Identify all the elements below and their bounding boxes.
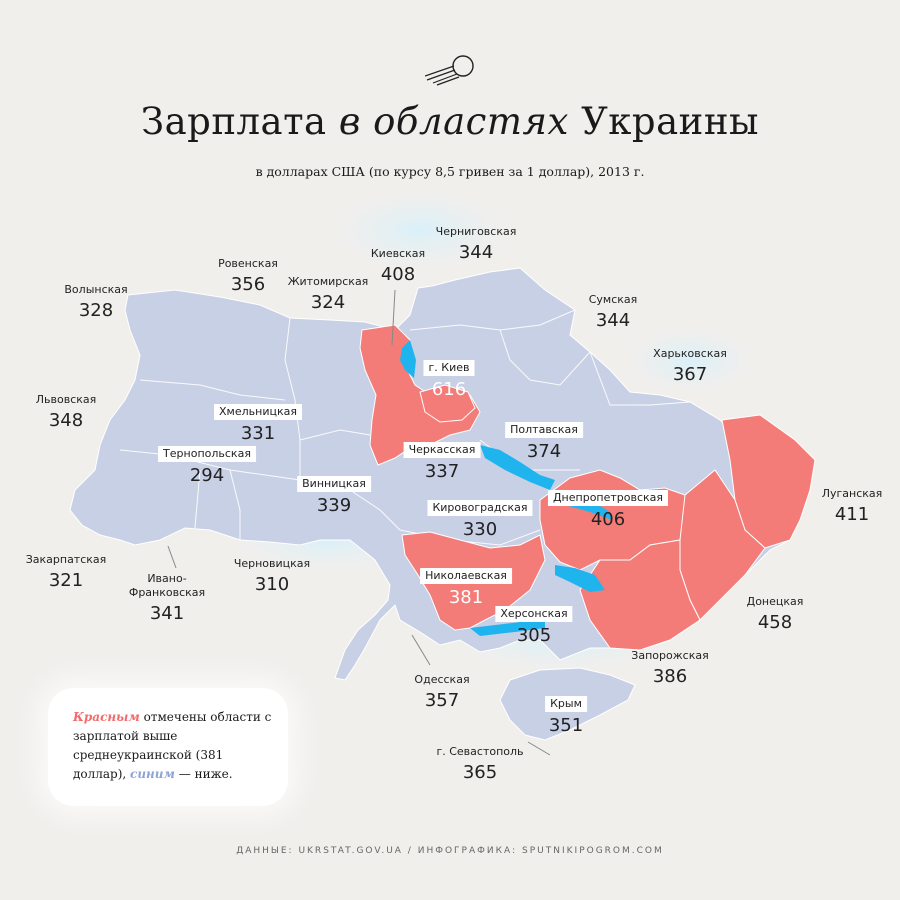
region-label-zakarpattia: Закарпатская 321 bbox=[25, 553, 107, 591]
region-label-kyiv-oblast: Киевская 408 bbox=[370, 247, 426, 285]
region-label-zhytomyr: Житомирская 324 bbox=[287, 275, 369, 313]
region-label-luhansk: Луганская 411 bbox=[821, 487, 883, 525]
page-title: Зарплата в областях Украины bbox=[141, 100, 759, 143]
region-label-rivne: Ровенская 356 bbox=[218, 257, 278, 295]
region-label-chernivtsi: Черновицкая 310 bbox=[233, 557, 311, 595]
legend-text: Красным отмечены области с зарплатой выш… bbox=[73, 710, 272, 781]
region-label-ivano-frankivsk: Ивано-Франковская 341 bbox=[128, 572, 206, 624]
region-label-donetsk: Донецкая 458 bbox=[746, 595, 804, 633]
region-label-poltava: Полтавская 374 bbox=[505, 418, 583, 463]
region-label-zaporizhzhia: Запорожская 386 bbox=[631, 649, 709, 687]
region-label-dnipropetrovsk: Днепропетровская 406 bbox=[547, 486, 669, 531]
region-label-cherkasy: Черкасская 337 bbox=[403, 438, 481, 483]
region-label-khmelnytskyi: Хмельницкая 331 bbox=[214, 400, 302, 445]
region-label-vinnytsia: Винницкая 339 bbox=[297, 472, 371, 517]
region-label-kirovohrad: Кировоградская 330 bbox=[427, 496, 533, 541]
region-label-kherson: Херсонская 305 bbox=[495, 602, 573, 647]
region-label-crimea: Крым 351 bbox=[545, 692, 587, 737]
region-label-odesa: Одесская 357 bbox=[414, 673, 470, 711]
region-luhansk bbox=[721, 414, 816, 549]
region-zaporizhzhia bbox=[579, 539, 701, 651]
legend-card: Красным отмечены области с зарплатой выш… bbox=[48, 688, 288, 806]
region-label-mykolaiv: Николаевская 381 bbox=[420, 564, 512, 609]
kakhovka-reservoir bbox=[555, 565, 605, 592]
kremenchuk-reservoir bbox=[480, 445, 555, 490]
region-label-kyiv-city: г. Киев 616 bbox=[423, 356, 475, 401]
region-label-lviv: Львовская 348 bbox=[35, 393, 97, 431]
footer-credits: ДАННЫЕ: UKRSTAT.GOV.UA / ИНФОГРАФИКА: SP… bbox=[236, 846, 664, 856]
kyiv-reservoir bbox=[400, 340, 416, 378]
region-label-volyn: Волынская 328 bbox=[64, 283, 128, 321]
region-kyiv-city bbox=[419, 384, 476, 423]
region-label-ternopil: Тернопольская 294 bbox=[158, 442, 256, 487]
page-subtitle: в долларах США (по курсу 8,5 гривен за 1… bbox=[255, 164, 645, 179]
region-label-sumy: Сумская 344 bbox=[588, 293, 638, 331]
dnieper-estuary bbox=[470, 620, 545, 636]
region-label-kharkiv: Харьковская 367 bbox=[653, 347, 727, 385]
logo-icon bbox=[425, 55, 474, 86]
region-label-sevastopol: г. Севастополь 365 bbox=[436, 745, 524, 783]
region-label-chernihiv: Черниговская 344 bbox=[435, 225, 517, 263]
